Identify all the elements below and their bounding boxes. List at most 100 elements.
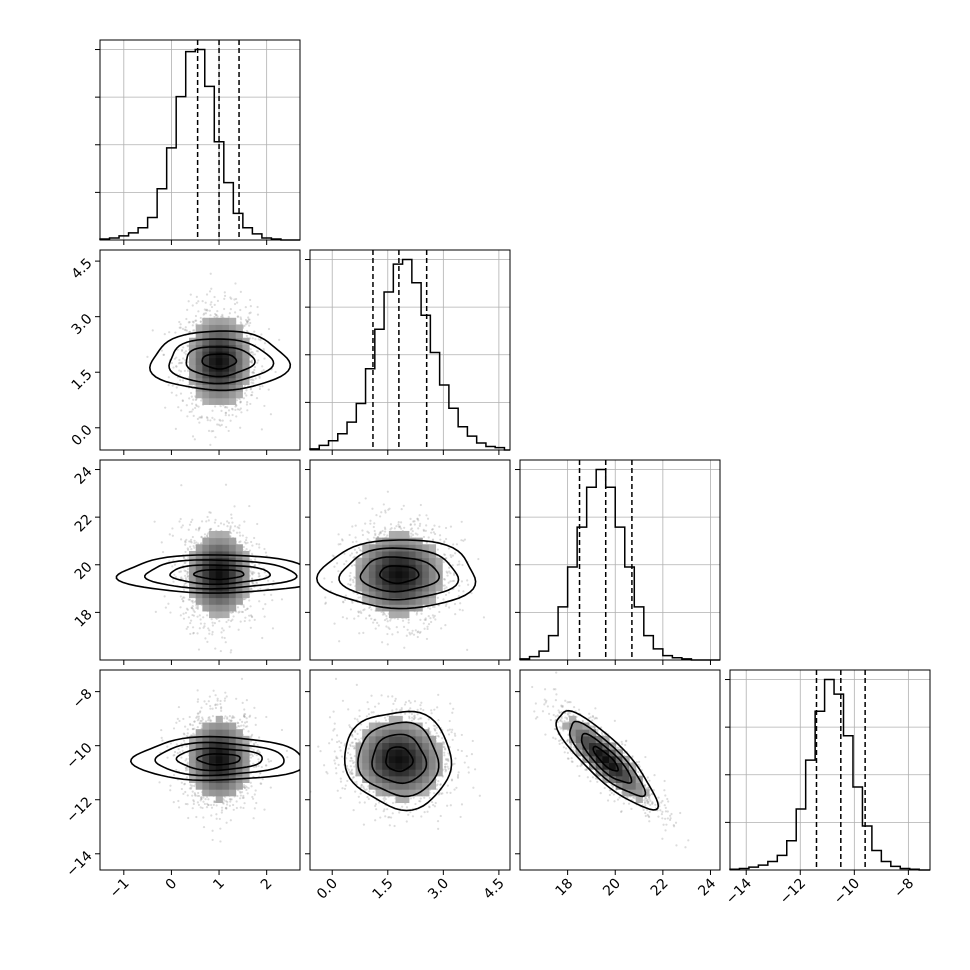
sample-point	[425, 637, 429, 641]
density-cell	[222, 317, 230, 325]
histogram-0	[99, 48, 300, 241]
contour-line	[378, 565, 420, 585]
sample-point	[358, 548, 362, 552]
sample-point	[178, 369, 181, 372]
density-cell	[195, 564, 203, 572]
sample-point	[361, 529, 364, 532]
sample-point	[443, 541, 446, 544]
sample-point	[229, 720, 232, 723]
density-cell	[395, 530, 403, 539]
density-cell	[202, 597, 210, 605]
sample-point	[445, 570, 448, 573]
sample-point	[411, 530, 414, 533]
sample-point	[262, 369, 265, 372]
sample-point	[359, 610, 362, 613]
density-cell	[415, 550, 423, 559]
sample-point	[436, 548, 439, 551]
sample-point	[364, 522, 367, 525]
sample-point	[409, 528, 412, 531]
sample-point	[251, 337, 254, 340]
sample-point	[263, 357, 266, 360]
sample-point	[183, 369, 186, 372]
sample-point	[227, 315, 230, 319]
density-cell	[368, 550, 377, 559]
sample-point	[229, 651, 232, 654]
sample-point	[182, 588, 186, 591]
sample-point	[425, 514, 428, 517]
sample-point	[181, 399, 184, 402]
sample-point	[390, 527, 393, 530]
density-cell	[195, 364, 203, 372]
sample-point	[239, 426, 242, 429]
sample-point	[209, 314, 212, 317]
sample-point	[227, 429, 230, 433]
sample-point	[207, 467, 209, 469]
sample-point	[385, 614, 388, 618]
sample-point	[182, 556, 186, 560]
sample-point	[343, 563, 346, 566]
sample-point	[200, 536, 203, 539]
sample-point	[206, 614, 209, 617]
sample-point	[221, 313, 224, 316]
density-cell	[415, 590, 423, 599]
sample-point	[228, 625, 231, 628]
sample-point	[445, 586, 448, 589]
sample-point	[196, 606, 199, 609]
sample-point	[430, 620, 433, 624]
sample-point	[357, 546, 360, 550]
density-cell	[222, 610, 230, 619]
sample-point	[192, 614, 195, 617]
sample-point	[192, 732, 195, 735]
sample-point	[354, 524, 357, 527]
sample-point	[245, 394, 248, 397]
sample-point	[261, 365, 264, 368]
sample-point	[191, 607, 194, 610]
sample-point	[369, 605, 372, 609]
density-cell	[195, 351, 203, 359]
sample-point	[401, 619, 405, 622]
sample-point	[260, 370, 263, 373]
sample-point	[262, 348, 265, 351]
sample-point	[249, 570, 252, 573]
sample-point	[410, 632, 414, 635]
density-cell	[229, 364, 237, 372]
sample-point	[239, 794, 242, 797]
density-cell	[202, 351, 210, 359]
sample-point	[341, 600, 345, 603]
sample-point	[246, 320, 249, 323]
sample-point	[210, 618, 213, 621]
sample-point	[258, 750, 261, 754]
sample-point	[208, 309, 211, 312]
sample-point	[387, 508, 390, 511]
sample-point	[417, 630, 420, 633]
density-cell	[222, 604, 230, 612]
sample-point	[430, 531, 433, 534]
sample-point	[186, 548, 190, 551]
sample-point	[196, 632, 199, 635]
sample-point	[258, 546, 261, 549]
density-cell	[395, 564, 403, 572]
sample-point	[213, 295, 216, 299]
density-cell	[209, 371, 217, 379]
sample-point	[179, 379, 182, 382]
sample-point	[190, 410, 193, 413]
sample-point	[194, 319, 197, 322]
sample-point	[249, 614, 253, 617]
sample-point	[382, 503, 385, 506]
sample-point	[191, 605, 194, 608]
sample-point	[371, 507, 374, 510]
sample-point	[438, 534, 442, 537]
contour-line	[148, 330, 292, 392]
sample-point	[323, 577, 326, 580]
sample-point	[236, 315, 239, 318]
sample-point	[434, 618, 437, 621]
density-cell	[195, 331, 203, 339]
sample-point	[364, 617, 368, 620]
sample-point	[274, 370, 277, 374]
sample-point	[349, 608, 353, 611]
sample-point	[248, 318, 251, 321]
sample-point	[348, 574, 351, 577]
sample-point	[451, 554, 455, 557]
density-cell	[209, 391, 217, 399]
sample-point	[181, 399, 184, 403]
